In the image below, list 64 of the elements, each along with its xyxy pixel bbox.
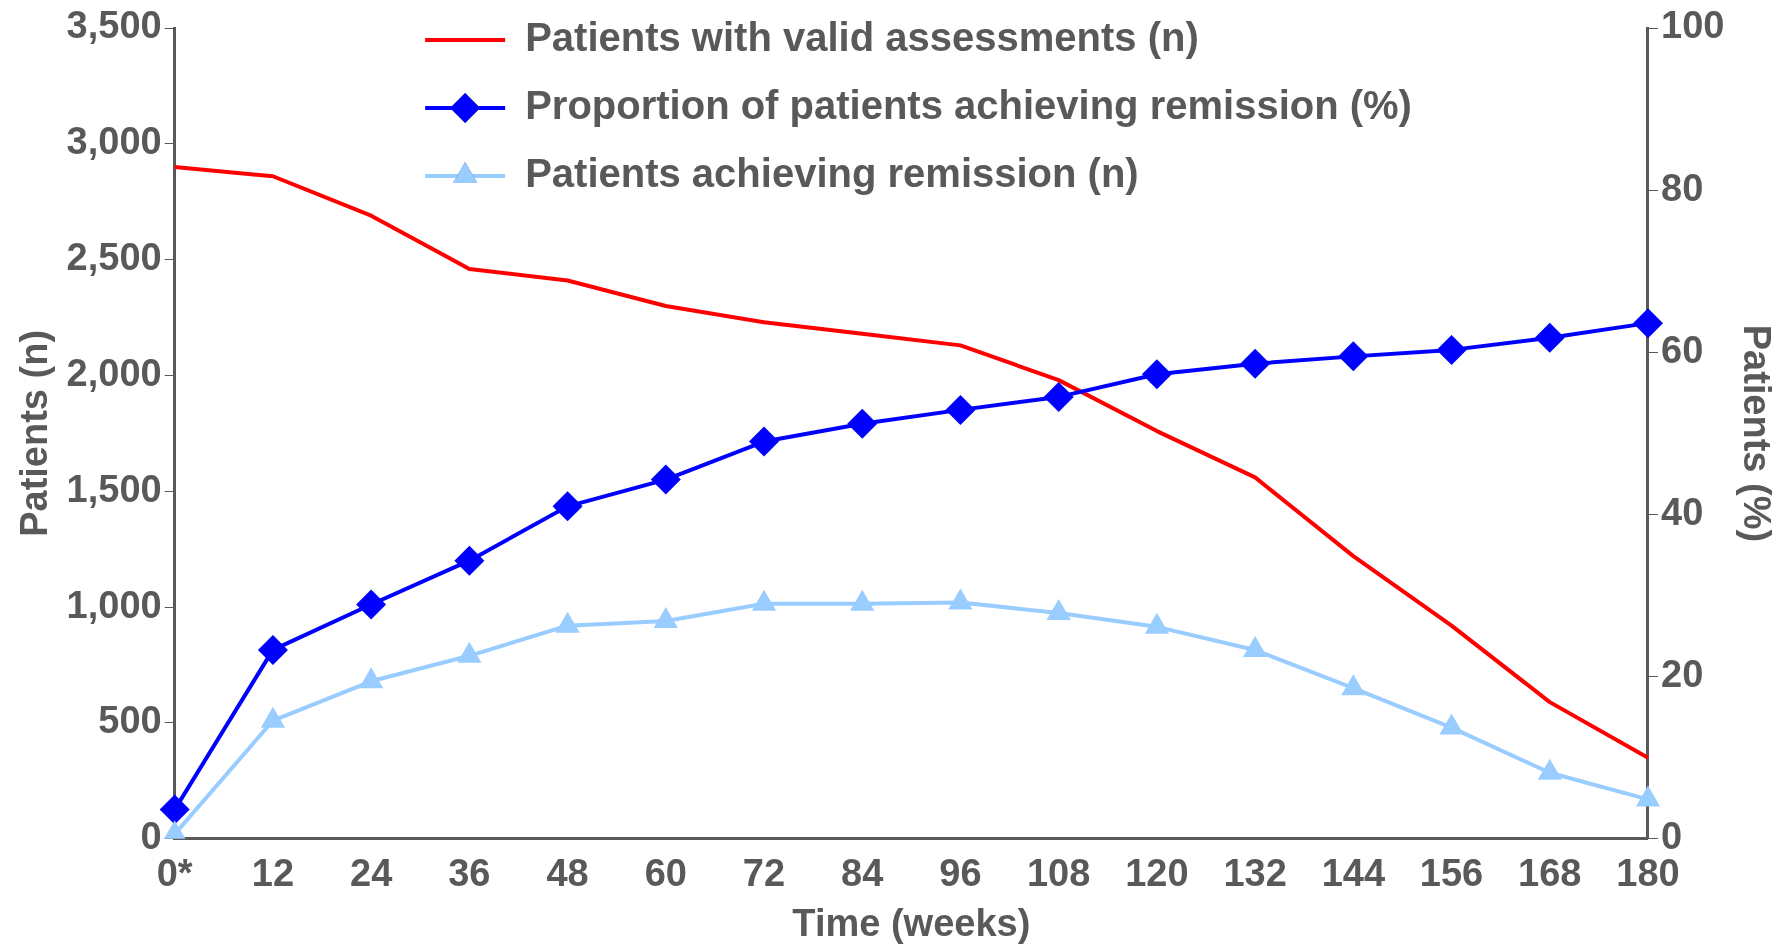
point xyxy=(1436,334,1467,365)
point xyxy=(751,589,777,611)
point xyxy=(1341,674,1366,696)
point xyxy=(552,491,583,522)
point xyxy=(457,641,482,663)
x-tick-label: 72 xyxy=(742,852,786,895)
x-tick-label: 36 xyxy=(448,852,491,895)
point xyxy=(650,464,681,495)
point xyxy=(1242,636,1268,657)
point xyxy=(847,408,878,439)
x-tick-label: 168 xyxy=(1518,852,1582,895)
x-tick-label: 120 xyxy=(1125,852,1189,895)
x-tick-label: 156 xyxy=(1419,852,1484,895)
point xyxy=(162,820,187,839)
point xyxy=(359,667,384,689)
x-tick-label: 132 xyxy=(1223,852,1287,895)
point xyxy=(948,588,973,610)
point xyxy=(1144,612,1170,634)
point xyxy=(356,589,387,620)
point xyxy=(749,426,780,457)
point xyxy=(454,545,485,576)
legend-label: Proportion of patients achieving remission (%) xyxy=(525,83,1412,128)
point xyxy=(1043,381,1074,412)
x-tick-label: 48 xyxy=(546,852,589,895)
point xyxy=(1439,713,1464,735)
x-tick-label: 84 xyxy=(841,852,884,895)
point xyxy=(257,634,288,665)
y-axis-title: Patients (n) xyxy=(13,329,56,537)
point xyxy=(1141,359,1172,390)
y2-tick-label: 40 xyxy=(1661,490,1704,533)
point xyxy=(159,794,190,825)
point xyxy=(1633,308,1663,339)
y2-tick-label: 20 xyxy=(1661,653,1704,696)
x-tick-label: 60 xyxy=(644,852,687,895)
legend-label: Patients with valid assessments (n) xyxy=(525,15,1199,60)
y-tick-label: 1,500 xyxy=(66,467,162,510)
point xyxy=(1240,348,1271,379)
y-tick-label: 2,000 xyxy=(66,351,162,394)
point xyxy=(850,589,875,611)
y2-tick-label: 60 xyxy=(1661,328,1704,371)
y2-axis-title: Patients (%) xyxy=(1735,324,1778,543)
x-tick-label: 108 xyxy=(1026,852,1091,895)
y-tick-label: 2,500 xyxy=(66,236,162,279)
y-tick-label: 3,500 xyxy=(66,4,162,47)
y-tick-label: 500 xyxy=(98,699,162,742)
point xyxy=(945,394,976,425)
point xyxy=(1046,598,1071,620)
point xyxy=(1338,341,1369,372)
legend-label: Patients achieving remission (n) xyxy=(525,151,1139,196)
point xyxy=(1537,758,1562,780)
x-tick-label: 96 xyxy=(939,852,982,895)
point xyxy=(1635,785,1661,807)
y-tick-label: 1,000 xyxy=(66,583,162,626)
x-tick-label: 24 xyxy=(349,852,393,895)
x-tick-label: 12 xyxy=(251,852,295,895)
point xyxy=(653,607,678,629)
x-tick-label: 144 xyxy=(1321,852,1386,895)
x-axis-title: Time (weeks) xyxy=(792,901,1031,944)
y2-tick-label: 80 xyxy=(1661,166,1704,209)
point xyxy=(1534,322,1565,353)
y2-tick-label: 100 xyxy=(1661,4,1725,47)
point xyxy=(555,611,580,633)
y-tick-label: 3,000 xyxy=(66,120,162,163)
point xyxy=(260,706,286,728)
